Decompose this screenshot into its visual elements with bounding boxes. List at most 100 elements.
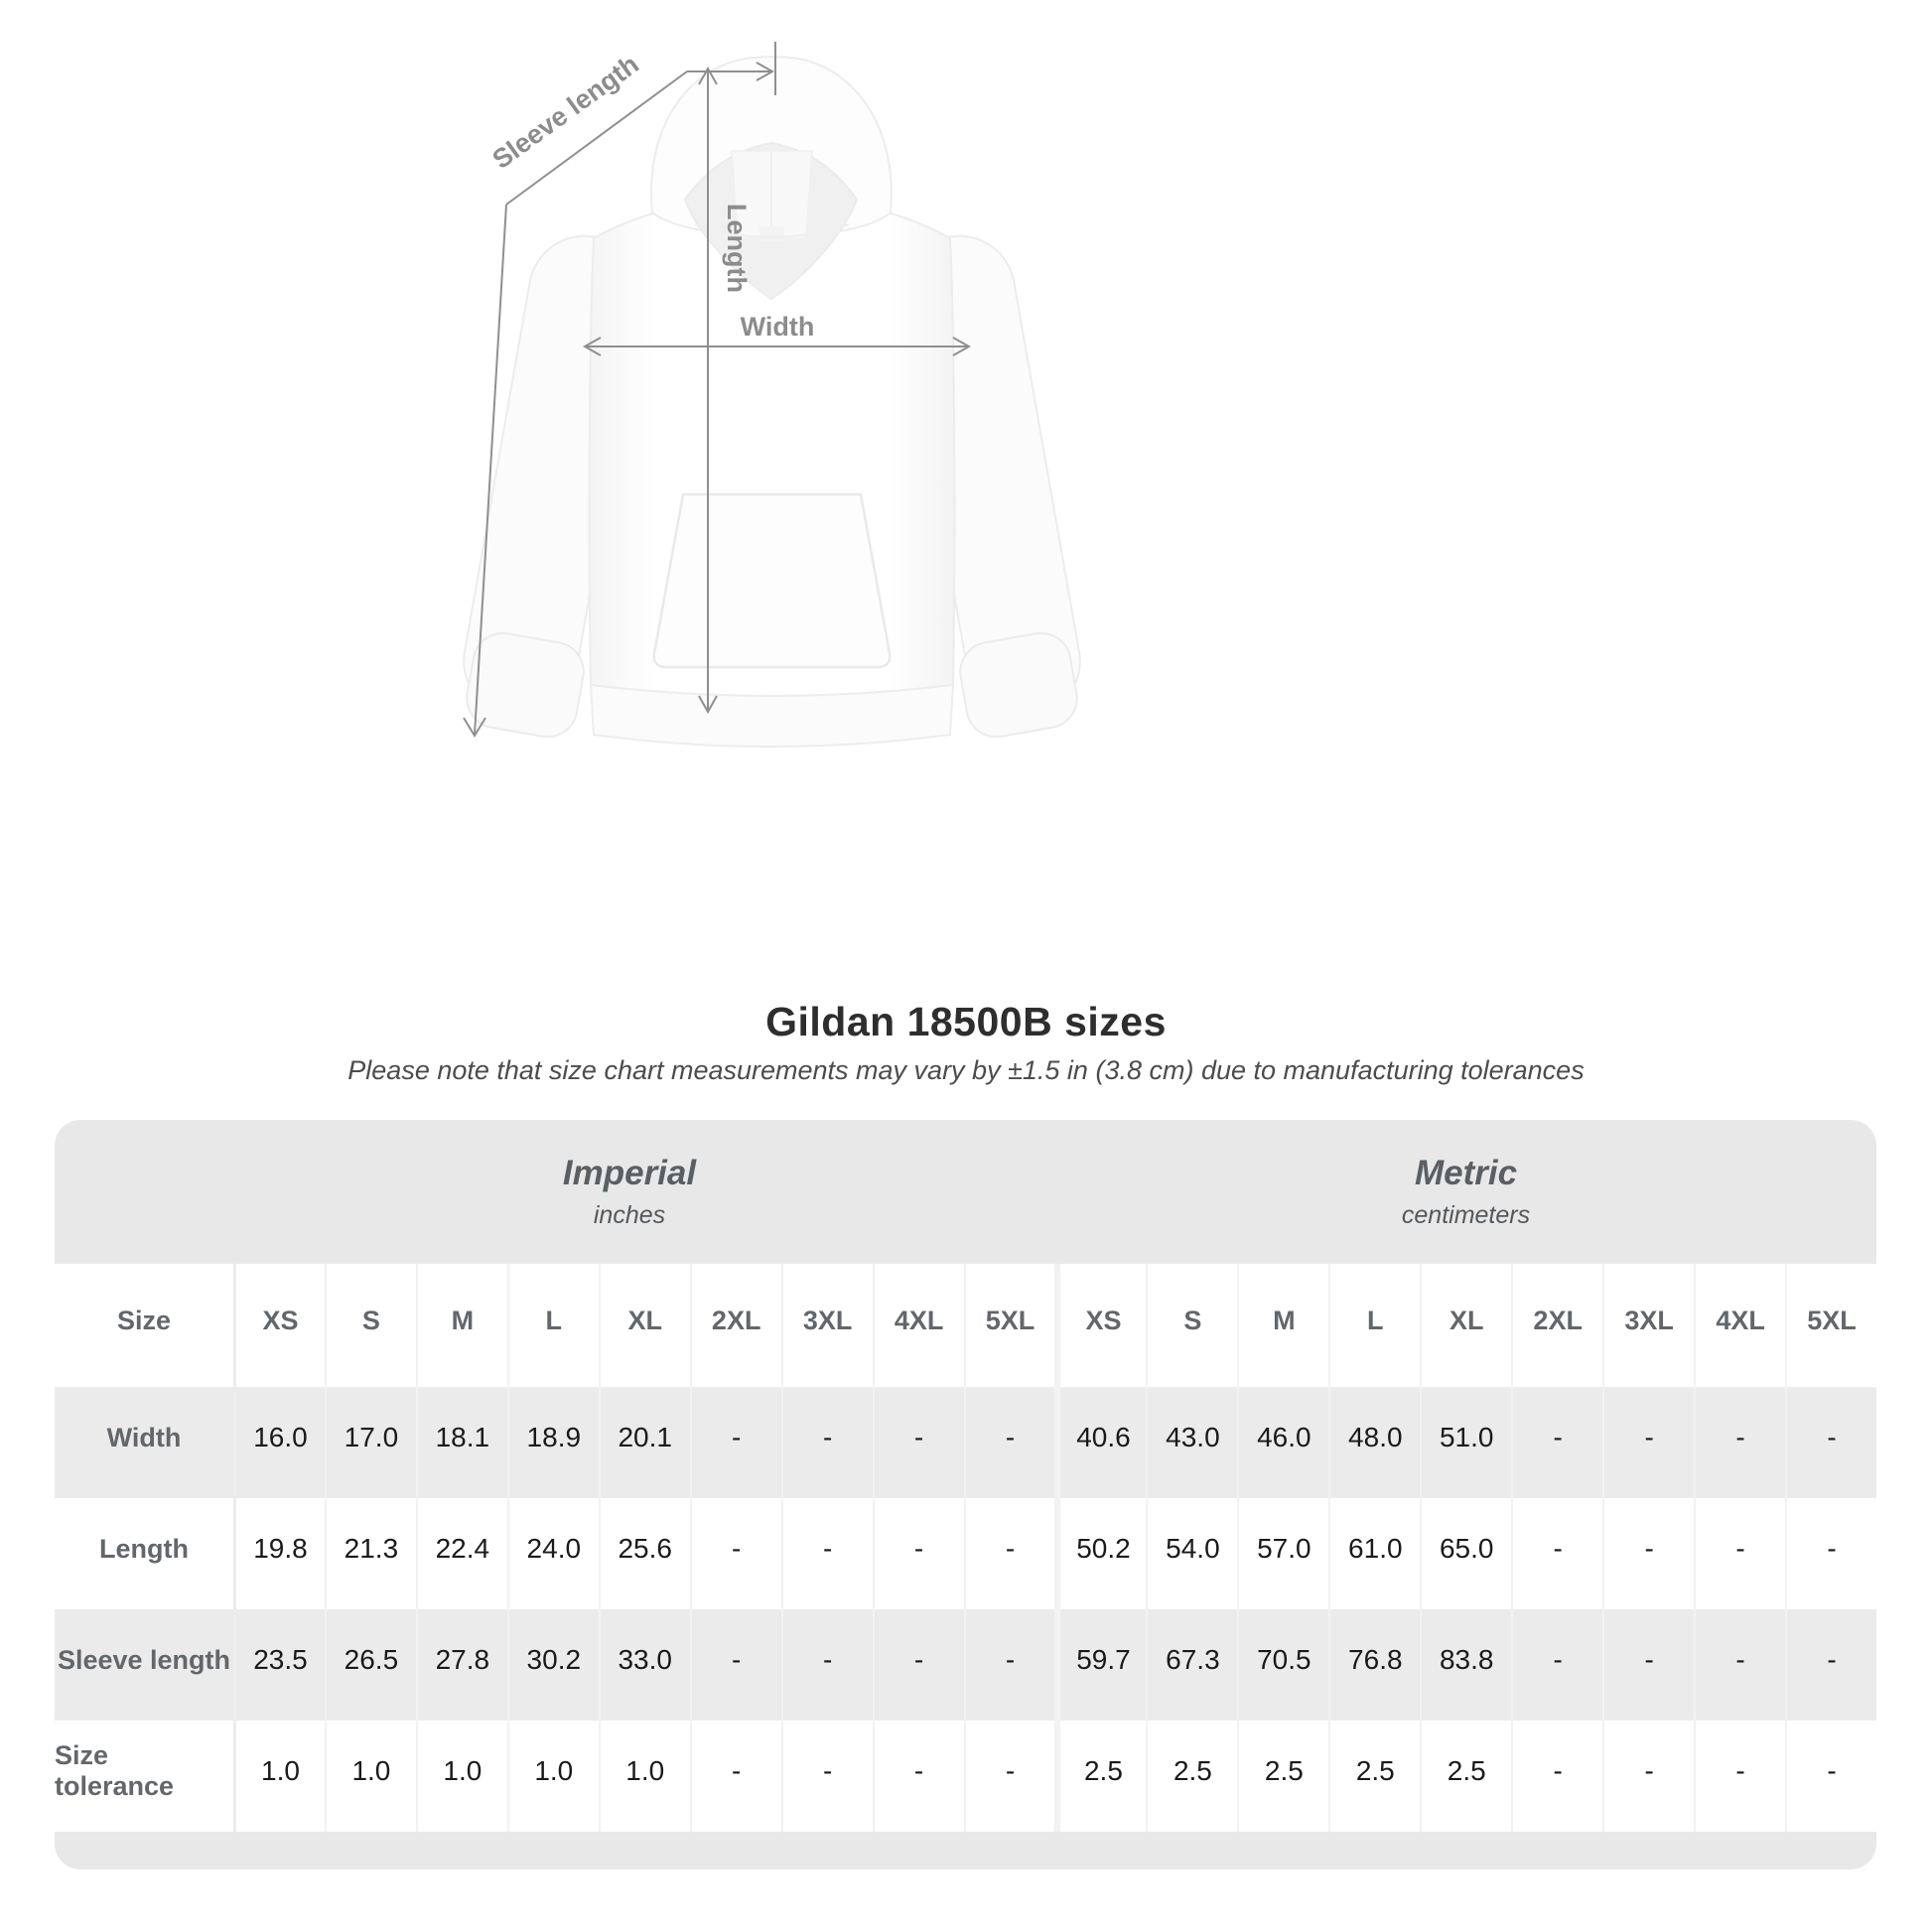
size-column-header-imperial-m: M bbox=[415, 1264, 507, 1387]
value-cell: 18.9 bbox=[506, 1387, 599, 1498]
size-table: Imperial inches Metric centimeters Size X… bbox=[55, 1120, 1876, 1869]
value-cell: 22.4 bbox=[415, 1498, 507, 1609]
value-cell: 19.8 bbox=[233, 1498, 325, 1609]
table-row-width: Width 16.0 17.0 18.1 18.9 20.1- - - -40.6 43.0 46.… bbox=[55, 1387, 1876, 1498]
width-line bbox=[582, 337, 972, 356]
metric-section-title: Metric bbox=[1414, 1153, 1518, 1192]
metric-section-header: Metric centimeters bbox=[1055, 1120, 1876, 1264]
value-cell: 1.0 bbox=[506, 1721, 599, 1832]
value-cell: - bbox=[1602, 1498, 1694, 1609]
size-column-header-metric-3xl: 3XL bbox=[1602, 1264, 1694, 1387]
page-title: Gildan 18500B sizes bbox=[765, 999, 1167, 1044]
value-cell: - bbox=[780, 1498, 873, 1609]
size-column-header-imperial-xs: XS bbox=[233, 1264, 325, 1387]
imperial-section-header: Imperial inches bbox=[55, 1120, 1055, 1264]
row-label: Sleeve length bbox=[57, 1644, 231, 1675]
size-column-header-imperial-l: L bbox=[506, 1264, 599, 1387]
value-cell: 21.3 bbox=[324, 1498, 416, 1609]
value-cell: 83.8 bbox=[1420, 1609, 1511, 1721]
metric-section-unit: centimeters bbox=[1401, 1201, 1531, 1230]
neck-tag bbox=[759, 226, 784, 241]
size-column-header-metric-m: M bbox=[1237, 1264, 1328, 1387]
value-cell: 50.2 bbox=[1054, 1498, 1146, 1609]
value-cell: - bbox=[780, 1721, 873, 1832]
size-column-header-metric-xl: XL bbox=[1420, 1264, 1511, 1387]
value-cell: 67.3 bbox=[1146, 1609, 1237, 1721]
value-cell: 61.0 bbox=[1328, 1498, 1420, 1609]
table-row-size-tolerance: Size tolerance 1.0 1.0 1.0 1.0 1.0- - - -2.5 2.5 2… bbox=[55, 1721, 1876, 1832]
value-cell: - bbox=[780, 1387, 873, 1498]
sleeve-length-line bbox=[463, 42, 776, 738]
value-cell: 65.0 bbox=[1420, 1498, 1511, 1609]
value-cell: 40.6 bbox=[1054, 1387, 1146, 1498]
value-cell: 2.5 bbox=[1420, 1721, 1511, 1832]
size-column-header-metric-l: L bbox=[1328, 1264, 1420, 1387]
size-column-header-imperial-3xl: 3XL bbox=[780, 1264, 873, 1387]
value-cell: - bbox=[1785, 1721, 1876, 1832]
value-cell: 17.0 bbox=[324, 1387, 416, 1498]
imperial-section-unit: inches bbox=[593, 1201, 666, 1230]
size-header-row: Size XS S M L XL 2XL 3XL 4XL 5XL XS S M L XL 2XL 3XL 4XL 5… bbox=[55, 1264, 1876, 1387]
value-cell: - bbox=[872, 1387, 964, 1498]
hoodie-pocket-shape bbox=[652, 492, 892, 669]
value-cell: - bbox=[1785, 1387, 1876, 1498]
value-cell: 54.0 bbox=[1146, 1498, 1237, 1609]
row-label: Size tolerance bbox=[55, 1740, 175, 1801]
value-cell: - bbox=[689, 1609, 781, 1721]
size-column-header-metric-2xl: 2XL bbox=[1511, 1264, 1602, 1387]
value-cell: 1.0 bbox=[415, 1721, 507, 1832]
value-cell: 2.5 bbox=[1237, 1721, 1328, 1832]
value-cell: - bbox=[1602, 1609, 1694, 1721]
width-label: Width bbox=[741, 312, 815, 342]
value-cell: - bbox=[1694, 1387, 1785, 1498]
value-cell: 16.0 bbox=[233, 1387, 325, 1498]
page-subtitle: Please note that size chart measurements… bbox=[347, 1055, 1585, 1085]
size-column-header-imperial-s: S bbox=[324, 1264, 416, 1387]
value-cell: - bbox=[963, 1609, 1055, 1721]
value-cell: 23.5 bbox=[233, 1609, 325, 1721]
collar-seam-line bbox=[694, 223, 850, 238]
value-cell: 70.5 bbox=[1237, 1609, 1328, 1721]
size-column-header-metric-4xl: 4XL bbox=[1694, 1264, 1785, 1387]
value-cell: 25.6 bbox=[598, 1498, 690, 1609]
table-footer-band bbox=[55, 1832, 1876, 1869]
size-table-body: Size XS S M L XL 2XL 3XL 4XL 5XL XS S M L XL 2XL 3XL 4XL 5… bbox=[55, 1264, 1876, 1832]
row-label: Width bbox=[106, 1422, 182, 1452]
size-column-header-metric-5xl: 5XL bbox=[1785, 1264, 1876, 1387]
value-cell: - bbox=[1511, 1609, 1602, 1721]
value-cell: - bbox=[963, 1498, 1055, 1609]
value-cell: - bbox=[1785, 1609, 1876, 1721]
value-cell: - bbox=[1602, 1387, 1694, 1498]
value-cell: 2.5 bbox=[1328, 1721, 1420, 1832]
value-cell: - bbox=[689, 1498, 781, 1609]
value-cell: 20.1 bbox=[598, 1387, 690, 1498]
value-cell: 33.0 bbox=[598, 1609, 690, 1721]
value-cell: - bbox=[689, 1721, 781, 1832]
hoodie-measurement-figure: Sleeve length Length Width bbox=[463, 42, 1081, 748]
sleeve-length-label: Sleeve length bbox=[486, 49, 643, 175]
size-column-header-imperial-4xl: 4XL bbox=[872, 1264, 964, 1387]
value-cell: - bbox=[689, 1387, 781, 1498]
value-cell: - bbox=[780, 1609, 873, 1721]
value-cell: 24.0 bbox=[506, 1498, 599, 1609]
value-cell: 43.0 bbox=[1146, 1387, 1237, 1498]
value-cell: 30.2 bbox=[506, 1609, 599, 1721]
table-row-sleeve-length: Sleeve length 23.5 26.5 27.8 30.2 33.0- - - -59.… bbox=[55, 1609, 1876, 1721]
value-cell: 1.0 bbox=[598, 1721, 690, 1832]
value-cell: 57.0 bbox=[1237, 1498, 1328, 1609]
value-cell: - bbox=[872, 1498, 964, 1609]
value-cell: 48.0 bbox=[1328, 1387, 1420, 1498]
length-label: Length bbox=[722, 204, 752, 293]
value-cell: - bbox=[1511, 1721, 1602, 1832]
value-cell: - bbox=[1694, 1498, 1785, 1609]
value-cell: 46.0 bbox=[1237, 1387, 1328, 1498]
value-cell: 26.5 bbox=[324, 1609, 416, 1721]
value-cell: 2.5 bbox=[1146, 1721, 1237, 1832]
value-cell: 51.0 bbox=[1420, 1387, 1511, 1498]
size-column-header-imperial-2xl: 2XL bbox=[689, 1264, 781, 1387]
value-cell: - bbox=[1602, 1721, 1694, 1832]
value-cell: - bbox=[1511, 1498, 1602, 1609]
size-column-header-metric-s: S bbox=[1146, 1264, 1237, 1387]
size-column-header-imperial-5xl: 5XL bbox=[963, 1264, 1055, 1387]
unit-header-band: Imperial inches Metric centimeters bbox=[55, 1120, 1876, 1264]
